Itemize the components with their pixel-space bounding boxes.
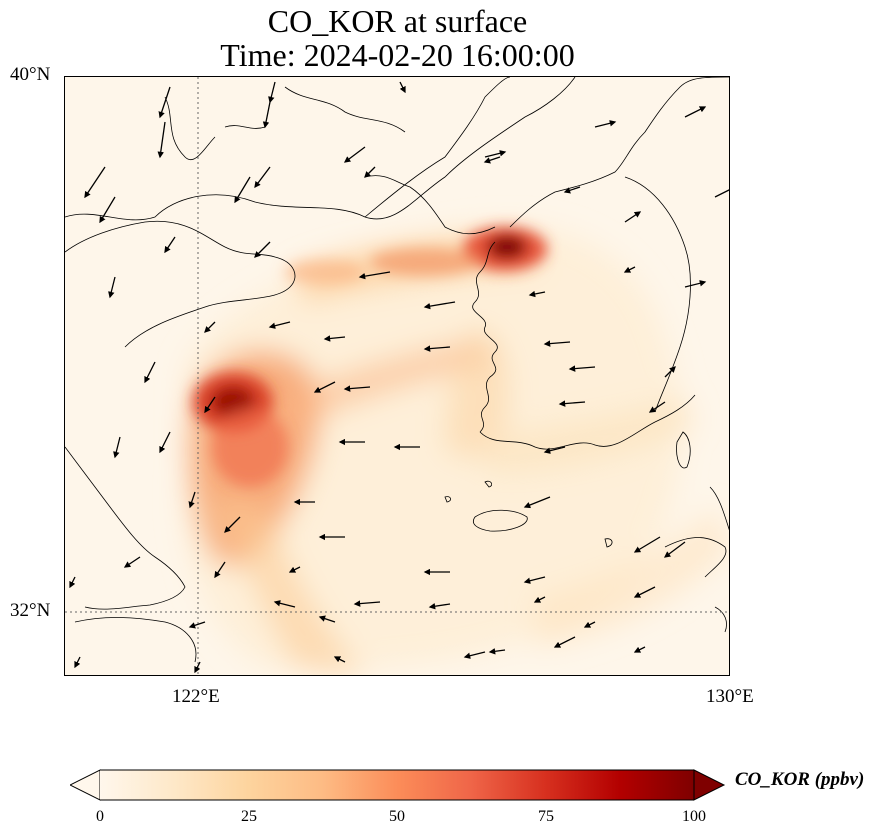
colorbar-tick-0: 0 — [96, 808, 104, 825]
colorbar-extend-max — [693, 769, 726, 801]
wind-arrow — [343, 146, 366, 163]
colorbar-extend-min — [68, 769, 101, 801]
wind-arrow — [684, 106, 707, 118]
wind-arrow — [144, 361, 156, 384]
wind-arrow — [533, 596, 546, 603]
map-title: CO_KOR at surface Time: 2024-02-20 16:00… — [0, 4, 795, 72]
wind-arrow — [543, 446, 566, 454]
map-plot-area — [64, 76, 730, 676]
wind-arrow — [623, 266, 636, 273]
wind-arrow — [323, 335, 346, 342]
wind-arrow — [288, 566, 301, 573]
title-line-2: Time: 2024-02-20 16:00:00 — [220, 37, 575, 73]
co-concentration-field — [183, 225, 729, 675]
wind-arrow — [633, 646, 646, 653]
wind-arrow — [74, 656, 81, 669]
lon-label-122e: 122°E — [172, 686, 220, 707]
wind-arrow — [204, 321, 216, 333]
colorbar-tick-100: 100 — [682, 808, 706, 825]
wind-arrow — [399, 81, 406, 94]
wind-arrow — [594, 120, 617, 128]
wind-arrow — [84, 166, 106, 199]
wind-arrow — [423, 301, 456, 310]
wind-arrow — [123, 556, 141, 568]
wind-arrow — [648, 401, 666, 413]
wind-arrow — [268, 321, 291, 329]
wind-arrow — [343, 385, 371, 392]
wind-arrow — [157, 121, 166, 159]
colorbar-tick-25: 25 — [241, 808, 257, 825]
wind-arrow — [204, 396, 216, 414]
wind-arrow — [358, 271, 391, 280]
wind-arrow — [164, 236, 176, 254]
colorbar-svg — [68, 769, 726, 801]
wind-arrow — [234, 176, 251, 204]
wind-arrow — [664, 366, 676, 378]
wind-arrow — [108, 276, 116, 299]
colorbar — [68, 768, 726, 802]
wind-arrow — [364, 166, 376, 178]
wind-arrow — [99, 196, 116, 224]
wind-arrow — [558, 400, 586, 407]
colorbar-label: CO_KOR (ppbv) — [735, 769, 865, 790]
wind-arrow — [568, 365, 596, 372]
wind-arrow — [224, 516, 241, 533]
wind-arrow — [159, 431, 171, 454]
wind-arrow — [188, 621, 206, 629]
colorbar-tick-75: 75 — [538, 808, 554, 825]
wind-arrow — [318, 615, 336, 623]
map-canvas — [65, 77, 729, 675]
wind-arrow — [428, 603, 451, 610]
wind-arrow — [423, 345, 451, 352]
wind-vectors — [69, 81, 729, 674]
wind-arrow — [194, 661, 201, 674]
wind-arrow — [262, 101, 271, 129]
wind-arrow — [684, 280, 707, 288]
wind-arrow — [313, 381, 336, 393]
wind-arrow — [714, 186, 729, 198]
coastlines — [65, 77, 729, 663]
wind-arrow — [528, 290, 546, 298]
wind-arrow — [484, 150, 507, 158]
colorbar-tick-50: 50 — [389, 808, 405, 825]
lat-label-40n: 40°N — [10, 64, 51, 85]
wind-arrow — [553, 636, 576, 648]
wind-arrow — [633, 536, 661, 553]
wind-arrow — [353, 600, 381, 607]
wind-arrow — [268, 81, 276, 104]
colorbar-gradient — [100, 770, 694, 800]
wind-arrow — [463, 651, 486, 659]
wind-arrow — [624, 211, 642, 223]
wind-arrow — [273, 600, 296, 608]
wind-arrow — [254, 166, 271, 189]
wind-arrow — [563, 186, 581, 194]
wind-arrow — [523, 496, 551, 509]
wind-arrow — [113, 436, 121, 459]
wind-arrow — [583, 621, 596, 628]
title-line-1: CO_KOR at surface — [267, 3, 528, 39]
wind-arrow — [333, 656, 346, 663]
wind-arrow — [663, 541, 686, 558]
wind-arrow — [483, 156, 501, 164]
wind-arrow — [523, 576, 546, 584]
wind-arrow — [543, 340, 571, 347]
lat-label-32n: 32°N — [10, 600, 51, 621]
lon-label-130e: 130°E — [706, 686, 754, 707]
wind-arrow — [214, 561, 226, 579]
wind-arrow — [488, 648, 506, 655]
wind-arrow — [158, 86, 171, 119]
wind-arrow — [633, 586, 656, 598]
wind-arrow — [188, 491, 196, 509]
wind-arrow — [254, 241, 271, 258]
wind-arrow — [69, 576, 76, 589]
graticule — [65, 77, 729, 675]
